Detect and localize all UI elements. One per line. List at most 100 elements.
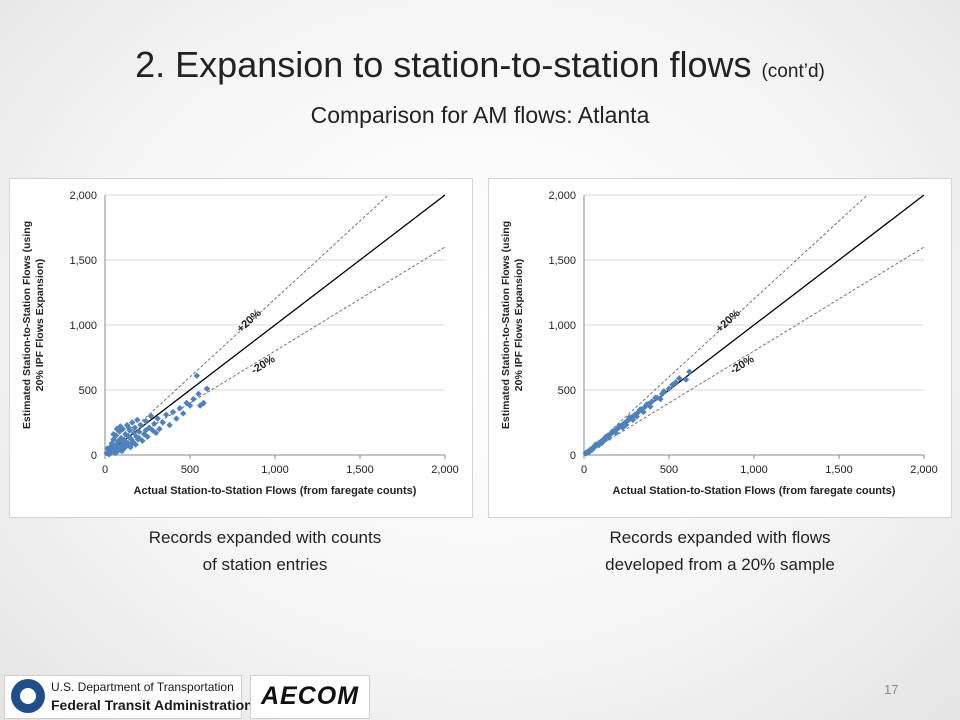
data-point (195, 390, 202, 398)
data-point (113, 425, 121, 433)
data-point (109, 440, 116, 448)
data-point (602, 433, 609, 440)
y-axis-title-line2: 20% IPF Flows Expansion) (513, 259, 525, 391)
reference-line-plus20 (583, 194, 868, 456)
data-point (652, 394, 659, 401)
chart-right: 0 500 1,000 1,500 2,000 0 500 1,000 1,500 2,000 +2… (500, 190, 938, 497)
data-point (142, 427, 149, 434)
data-point (131, 424, 138, 431)
band-label-plus20: +20% (714, 307, 743, 335)
data-point (110, 436, 117, 443)
x-tick-label: 0 (102, 464, 108, 476)
caption-left: Records expanded with counts of station … (100, 524, 430, 578)
data-point (142, 418, 149, 425)
y-axis-title-line2: 20% IPF Flows Expansion) (34, 259, 46, 391)
data-point (682, 376, 690, 383)
x-tick-label: 2,000 (431, 464, 459, 476)
data-point (112, 432, 120, 439)
slide-title-contd: (cont’d) (761, 61, 825, 82)
caption-left-line2: of station entries (202, 555, 328, 574)
x-tick-label: 1,500 (346, 464, 374, 476)
data-point (144, 433, 151, 440)
caption-right-line2: developed from a 20% sample (605, 555, 835, 574)
reference-line-equality (104, 194, 446, 456)
x-tick-label: 500 (181, 464, 199, 476)
slide-title-main: 2. Expansion to station-to-station flows (135, 44, 752, 85)
data-point (686, 368, 693, 375)
y-axis-title-line1: Estimated Station-to-Station Flows (usin… (500, 221, 512, 429)
data-point (660, 388, 668, 395)
data-point (147, 412, 155, 420)
data-point (134, 416, 141, 424)
reference-line-minus20 (104, 246, 446, 456)
dot-logo-line1: U.S. Department of Transportation (51, 680, 234, 694)
x-axis-title: Actual Station-to-Station Flows (from fa… (613, 485, 896, 497)
data-point (203, 385, 211, 392)
aecom-logo-text: AECOM (260, 682, 360, 710)
chart-right-panel: 0 500 1,000 1,500 2,000 0 500 1,000 1,500 2,000 +2… (488, 178, 952, 518)
dot-seal-icon (11, 679, 45, 713)
caption-right: Records expanded with flows developed fr… (555, 524, 885, 578)
data-point (657, 395, 664, 403)
data-point (173, 415, 180, 422)
data-point (193, 372, 200, 379)
data-point (110, 431, 117, 438)
y-tick-label: 500 (558, 385, 576, 397)
x-tick-label: 0 (581, 464, 587, 476)
data-point (137, 421, 144, 429)
x-tick-label: 1,500 (825, 464, 853, 476)
data-point (640, 408, 647, 416)
y-tick-label: 0 (570, 450, 576, 462)
y-tick-label: 2,000 (69, 190, 97, 202)
y-tick-label: 1,500 (69, 255, 97, 267)
data-point (125, 424, 132, 431)
data-point (163, 411, 170, 418)
y-tick-label: 1,000 (548, 320, 576, 332)
data-point (115, 437, 122, 444)
y-tick-label: 1,500 (548, 255, 576, 267)
slide-subtitle: Comparison for AM flows: Atlanta (310, 102, 650, 128)
data-point (619, 424, 626, 431)
band-label-minus20: -20% (728, 353, 756, 377)
data-point (151, 420, 158, 427)
y-tick-label: 1,000 (69, 320, 97, 332)
reference-line-minus20 (583, 246, 925, 456)
data-point (130, 429, 138, 437)
data-point (190, 395, 197, 403)
chart-left: 0 500 1,000 1,500 2,000 0 500 1,000 1,500 2,000 +2… (21, 190, 459, 497)
data-point (123, 440, 131, 447)
data-point (166, 421, 173, 429)
data-point (112, 449, 119, 457)
data-point (159, 419, 166, 426)
y-tick-label: 500 (79, 385, 97, 397)
data-point (200, 399, 207, 407)
data-point (169, 408, 177, 416)
data-point (106, 451, 113, 458)
data-point (665, 385, 673, 392)
dot-logo-line2: Federal Transit Administration (51, 697, 253, 713)
data-point (104, 445, 111, 452)
data-point (117, 423, 124, 430)
data-point (129, 419, 136, 426)
y-tick-label: 0 (91, 450, 97, 462)
chart-left-panel: 0 500 1,000 1,500 2,000 0 500 1,000 1,500 2,000 +2… (9, 178, 473, 518)
data-point (180, 410, 187, 417)
data-point (129, 440, 136, 447)
data-point (154, 415, 161, 422)
aecom-logo: AECOM (250, 675, 370, 719)
data-point (156, 425, 163, 433)
data-point (648, 398, 656, 405)
usdot-fta-logo: U.S. Department of Transportation Federa… (4, 675, 253, 719)
data-point (119, 425, 127, 433)
data-point (118, 447, 126, 455)
slide-title: 2. Expansion to station-to-station flows… (0, 44, 960, 86)
caption-right-line1: Records expanded with flows (609, 528, 831, 547)
data-point (135, 428, 143, 435)
x-tick-label: 500 (660, 464, 678, 476)
y-tick-label: 2,000 (548, 190, 576, 202)
page-number: 17 (884, 682, 899, 697)
data-point (152, 429, 160, 437)
x-tick-label: 1,000 (261, 464, 289, 476)
data-point (176, 405, 183, 412)
reference-line-plus20 (104, 194, 389, 456)
